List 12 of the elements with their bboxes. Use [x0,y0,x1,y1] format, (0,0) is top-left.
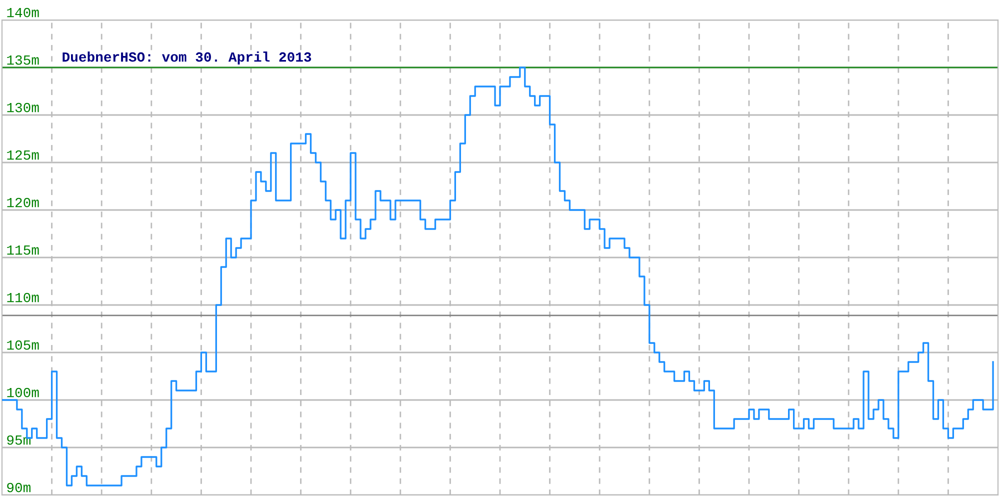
y-tick-label: 130m [7,102,39,112]
y-tick-label: 95m [7,435,30,445]
y-tick-label: 100m [7,388,39,398]
y-tick-label: 125m [7,150,39,160]
y-tick-label: 140m [7,8,39,18]
y-tick-label: 120m [7,198,39,208]
y-tick-label: 110m [7,292,39,302]
y-tick-label: 90m [7,482,30,492]
y-tick-label: 135m [7,55,39,65]
text: DuebnerHSO: vom 30. April 2013 [62,52,312,64]
y-tick-label: 115m [7,245,39,255]
y-tick-label: 105m [7,340,39,350]
